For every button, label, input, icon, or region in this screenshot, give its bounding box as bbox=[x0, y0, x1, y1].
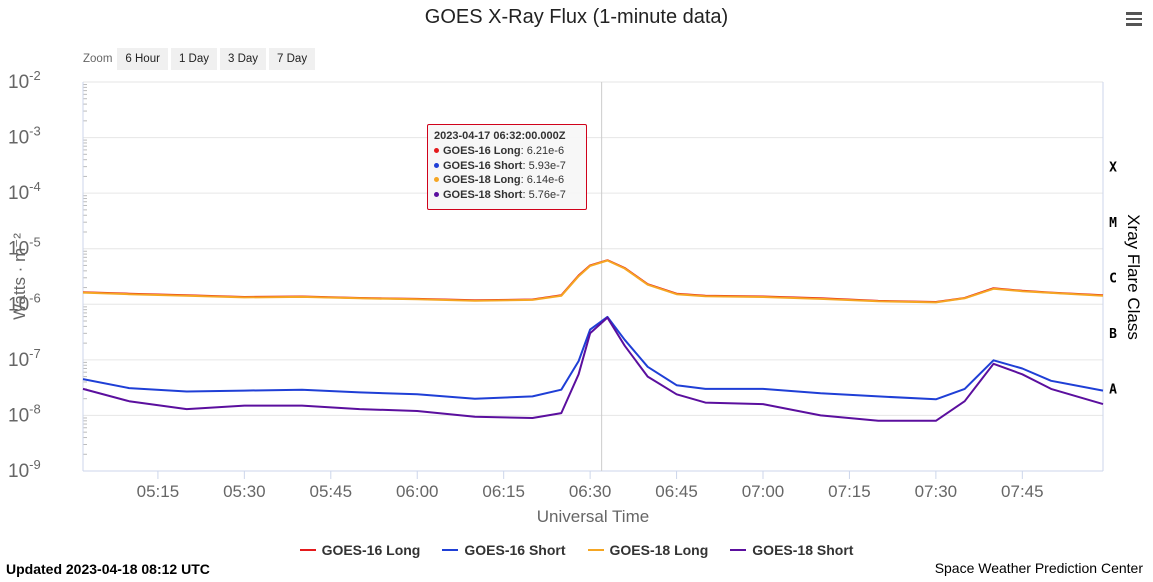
flare-class-label: X bbox=[1109, 160, 1117, 175]
updated-timestamp: Updated 2023-04-18 08:12 UTC bbox=[6, 561, 210, 577]
series-line-goes18-short bbox=[82, 316, 1104, 422]
tooltip-row-goes18-short: GOES-18 Short: 5.76e-7 bbox=[434, 188, 580, 203]
tooltip-row-goes18-long: GOES-18 Long: 6.14e-6 bbox=[434, 173, 580, 188]
x-tick-label: 07:15 bbox=[828, 482, 871, 501]
tooltip-row-goes16-short: GOES-16 Short: 5.93e-7 bbox=[434, 159, 580, 174]
zoom-label: Zoom bbox=[83, 53, 113, 65]
legend-swatch bbox=[442, 549, 459, 551]
x-tick-label: 07:45 bbox=[1001, 482, 1044, 501]
y-tick-label: 10-8 bbox=[8, 401, 41, 426]
zoom-3-day-button[interactable]: 3 Day bbox=[219, 48, 267, 70]
y-tick-label: 10-9 bbox=[8, 457, 41, 482]
y-tick-label: 10-2 bbox=[8, 68, 41, 93]
zoom-6-hour-button[interactable]: 6 Hour bbox=[117, 48, 168, 70]
series-line-goes16-long bbox=[82, 259, 1104, 303]
y-axis-title: Watts · m⁻² bbox=[10, 233, 29, 320]
series-dot-icon bbox=[434, 162, 439, 168]
series-dot-icon bbox=[434, 177, 439, 182]
y-tick-label: 10-3 bbox=[8, 124, 41, 149]
flare-class-label: A bbox=[1109, 383, 1117, 398]
x-axis-title: Universal Time bbox=[537, 507, 649, 526]
legend-item-goes16-long[interactable]: GOES-16 Long bbox=[299, 542, 420, 558]
x-tick-label: 05:30 bbox=[223, 482, 266, 501]
legend-item-goes18-short[interactable]: GOES-18 Short bbox=[730, 542, 853, 558]
y-tick-label: 10-4 bbox=[8, 179, 41, 204]
tooltip-row-goes16-long: GOES-16 Long: 6.21e-6 bbox=[434, 144, 580, 159]
zoom-bar: Zoom 6 Hour 1 Day 3 Day 7 Day bbox=[83, 48, 318, 70]
flare-class-label: M bbox=[1109, 216, 1117, 231]
x-tick-label: 06:15 bbox=[482, 482, 525, 501]
y-tick-label: 10-6 bbox=[8, 290, 41, 315]
x-tick-label: 07:00 bbox=[742, 482, 785, 501]
series-line-goes16-short bbox=[82, 315, 1104, 401]
y-tick-label: 10-5 bbox=[8, 235, 41, 260]
legend-item-goes16-short[interactable]: GOES-16 Short bbox=[442, 542, 566, 558]
data-tooltip: 2023-04-17 06:32:00.000Z GOES-16 Long: 6… bbox=[427, 124, 587, 210]
chart-legend: GOES-16 Long GOES-16 Short GOES-18 Long … bbox=[0, 542, 1153, 558]
legend-swatch bbox=[730, 549, 747, 551]
x-tick-label: 06:00 bbox=[396, 482, 439, 501]
x-tick-label: 06:30 bbox=[569, 482, 612, 501]
x-tick-label: 07:30 bbox=[915, 482, 958, 501]
series-dot-icon bbox=[434, 148, 439, 153]
x-tick-label: 05:45 bbox=[310, 482, 353, 501]
flare-class-label: C bbox=[1109, 272, 1117, 287]
flare-class-axis-title: Xray Flare Class bbox=[1124, 214, 1143, 340]
legend-item-goes18-long[interactable]: GOES-18 Long bbox=[587, 542, 708, 558]
legend-swatch bbox=[587, 549, 604, 551]
x-tick-label: 05:15 bbox=[137, 482, 180, 501]
y-tick-label: 10-7 bbox=[8, 346, 41, 371]
x-tick-label: 06:45 bbox=[655, 482, 698, 501]
flare-class-label: B bbox=[1109, 327, 1117, 342]
chart-title: GOES X-Ray Flux (1-minute data) bbox=[424, 6, 729, 28]
zoom-1-day-button[interactable]: 1 Day bbox=[170, 48, 217, 70]
legend-swatch bbox=[299, 549, 316, 551]
hamburger-menu-icon[interactable] bbox=[1126, 12, 1142, 26]
series-line-goes18-long bbox=[82, 259, 1104, 304]
zoom-7-day-button[interactable]: 7 Day bbox=[269, 48, 316, 70]
series-dot-icon bbox=[434, 191, 439, 197]
tooltip-time: 2023-04-17 06:32:00.000Z bbox=[434, 130, 566, 142]
credit-text: Space Weather Prediction Center bbox=[934, 560, 1143, 576]
